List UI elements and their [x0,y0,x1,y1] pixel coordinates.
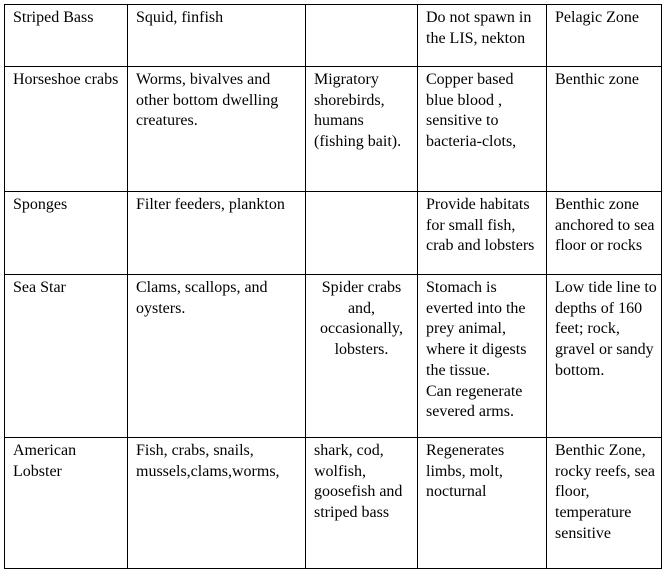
cell: Sea Star [4,274,128,438]
cell: Low tide line to depths of 160 feet; roc… [546,274,662,438]
cell: Spider crabs and, occasionally, lobsters… [305,274,418,438]
cell: Migratory shorebirds, humans (fishing ba… [305,66,418,192]
species-table: Striped Bass Squid, finfish Do not spawn… [4,4,662,569]
cell: Benthic zone [546,66,662,192]
cell: Striped Bass [4,4,128,67]
cell: Pelagic Zone [546,4,662,67]
table-row: American Lobster Fish, crabs, snails, mu… [4,437,662,569]
cell: Stomach is everted into the prey animal,… [417,274,547,438]
cell: Benthic zone anchored to sea floor or ro… [546,191,662,275]
cell [305,191,418,275]
cell: American Lobster [4,437,128,569]
cell: shark, cod, wolfish, goosefish and strip… [305,437,418,569]
cell: Clams, scallops, and oysters. [127,274,306,438]
cell: Provide habitats for small fish, crab an… [417,191,547,275]
table-row: Striped Bass Squid, finfish Do not spawn… [4,4,662,67]
table-row: Sea Star Clams, scallops, and oysters. S… [4,274,662,438]
cell: Regenerates limbs, molt, nocturnal [417,437,547,569]
cell: Fish, crabs, snails, mussels,clams,worms… [127,437,306,569]
cell: Squid, finfish [127,4,306,67]
cell: Benthic Zone, rocky reefs, sea floor, te… [546,437,662,569]
cell: Horseshoe crabs [4,66,128,192]
cell: Copper based blue blood , sensitive to b… [417,66,547,192]
cell [305,4,418,67]
table-row: Horseshoe crabs Worms, bivalves and othe… [4,66,662,192]
table-row: Sponges Filter feeders, plankton Provide… [4,191,662,275]
cell: Do not spawn in the LIS, nekton [417,4,547,67]
cell: Sponges [4,191,128,275]
cell: Filter feeders, plankton [127,191,306,275]
cell: Worms, bivalves and other bottom dwellin… [127,66,306,192]
